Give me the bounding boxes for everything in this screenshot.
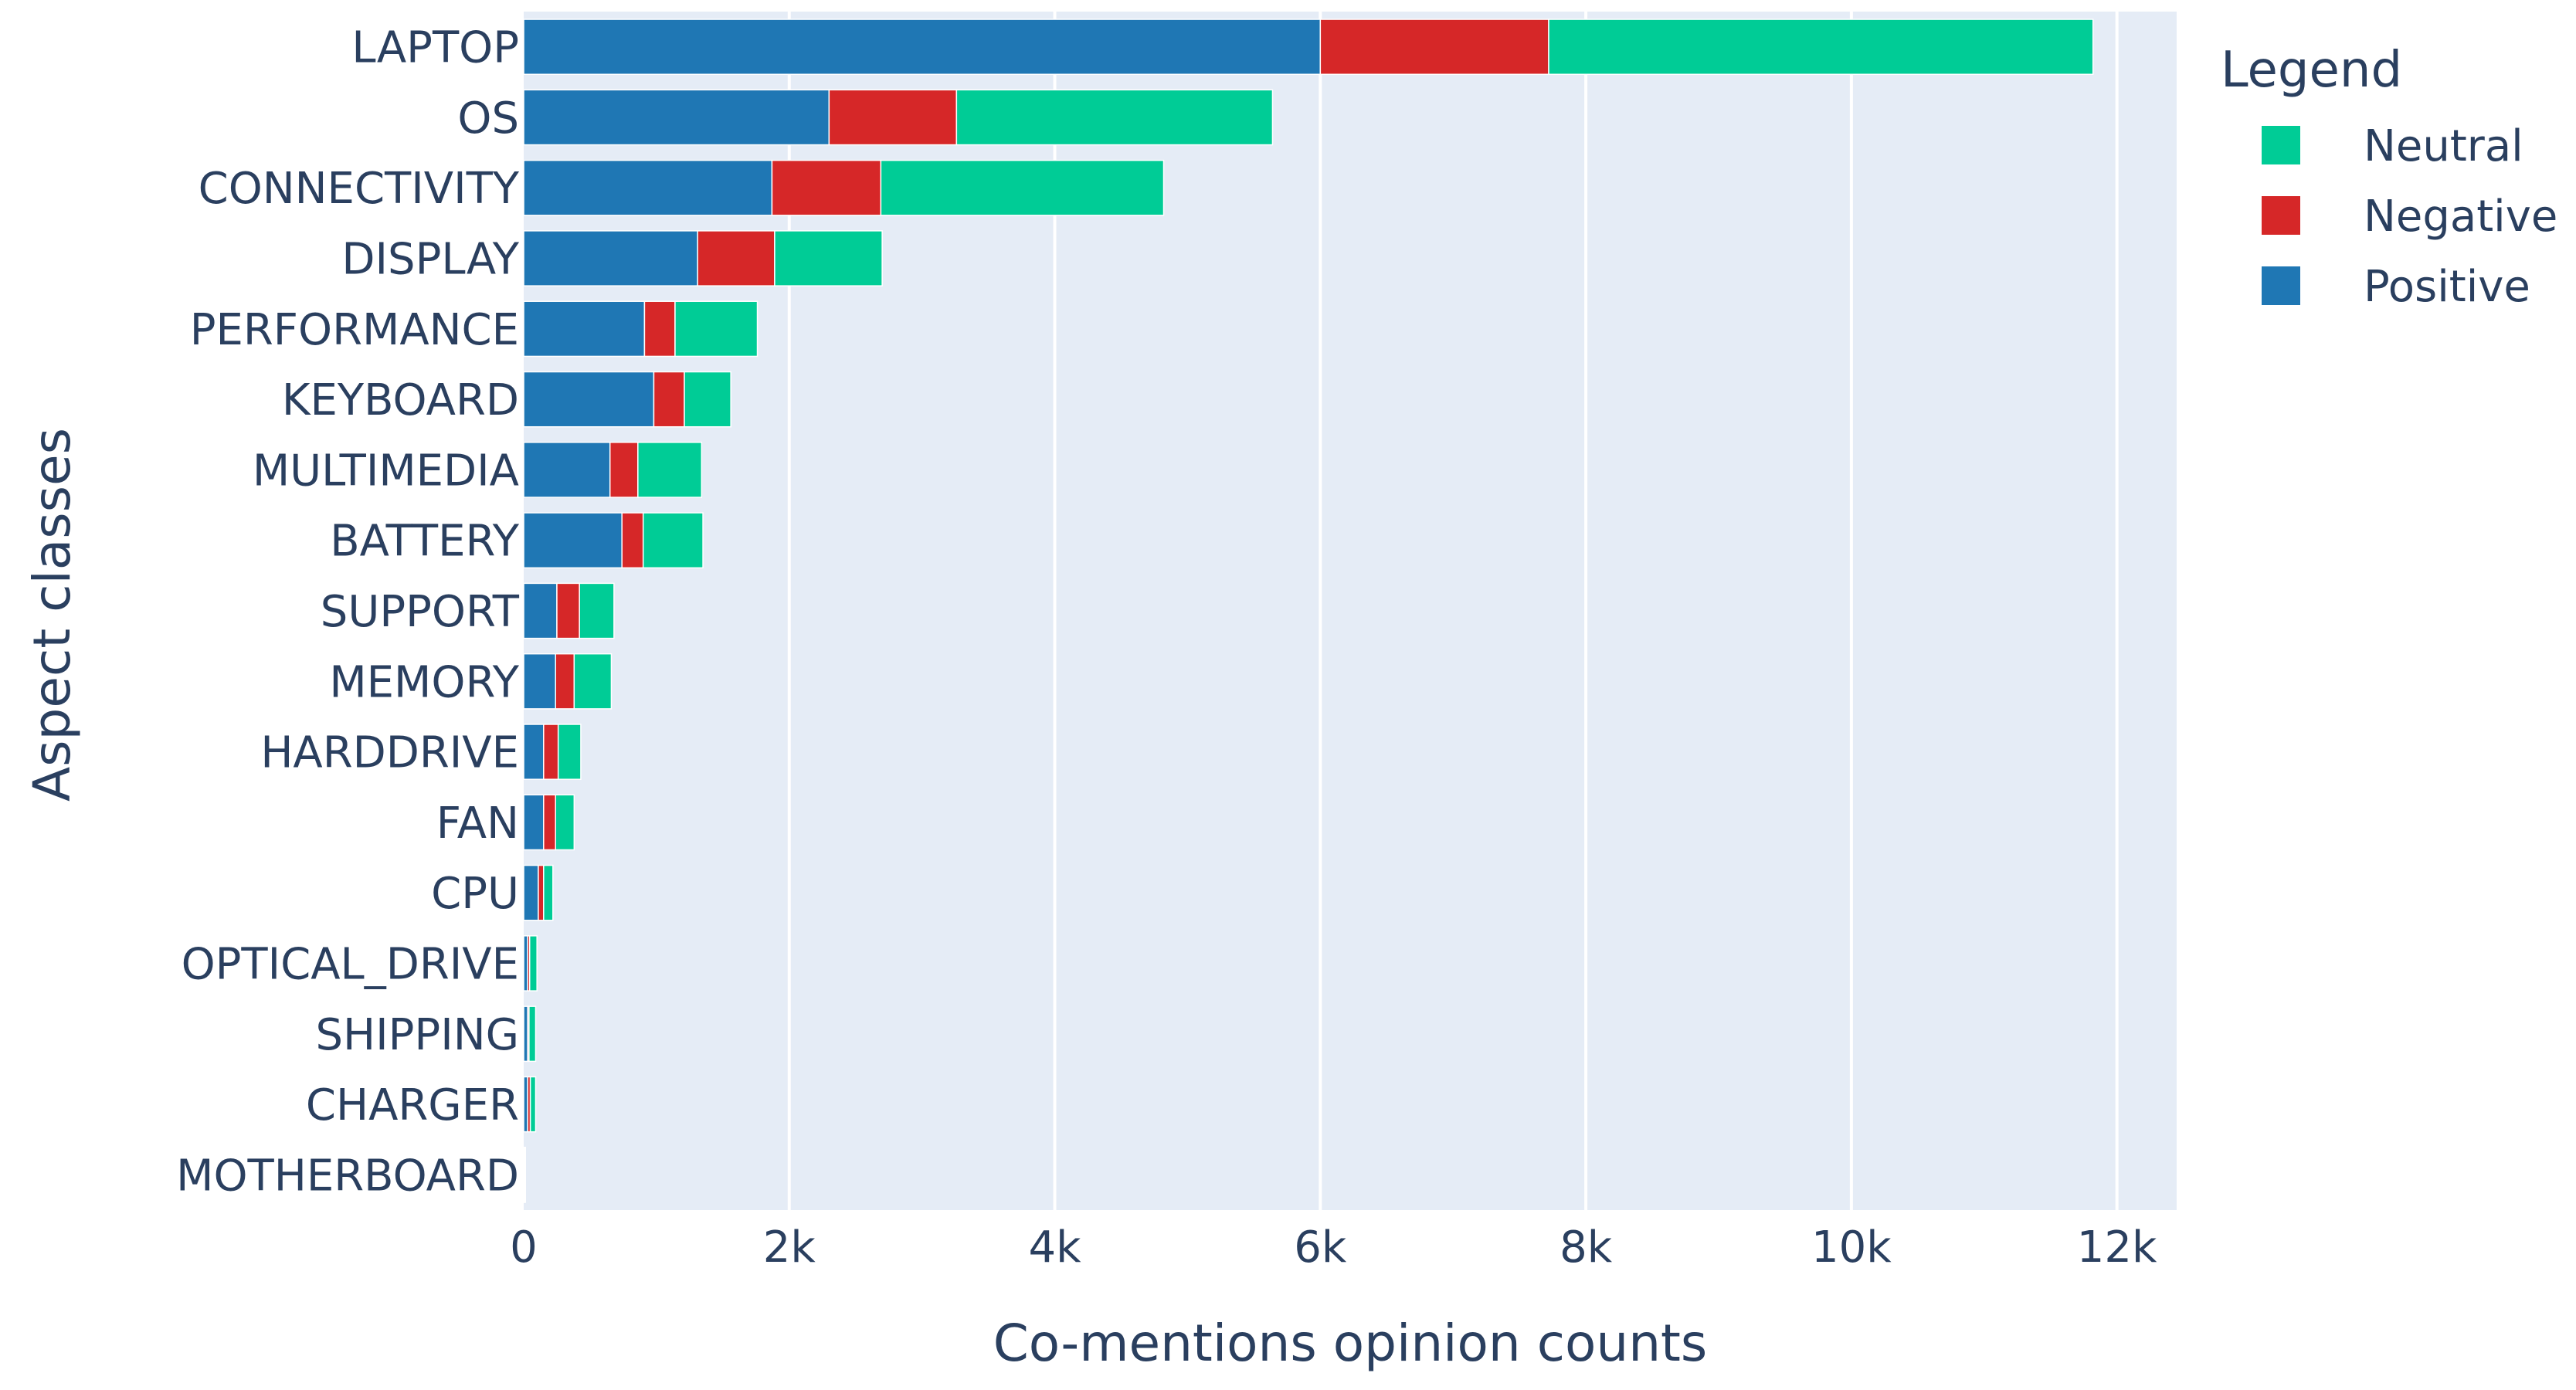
legend-label-positive: Positive xyxy=(2364,262,2530,312)
bar-positive-shipping xyxy=(523,1005,528,1063)
bar-positive-connectivity xyxy=(523,159,773,216)
bar-negative-connectivity xyxy=(771,159,882,216)
bar-negative-display xyxy=(697,230,776,286)
legend-swatch-positive xyxy=(2262,266,2300,305)
bar-neutral-support xyxy=(579,582,615,639)
bar-negative-performance xyxy=(643,300,676,358)
bar-neutral-cpu xyxy=(543,864,554,921)
bar-negative-battery xyxy=(621,512,644,569)
bar-neutral-harddrive xyxy=(557,724,582,780)
x-tick-labels: 0 2k 4k 6k 8k 10k 12k xyxy=(510,1222,2157,1273)
bar-neutral-motherboard xyxy=(524,1146,526,1203)
y-tick-label: PERFORMANCE xyxy=(190,305,519,355)
legend-label-neutral: Neutral xyxy=(2364,121,2523,171)
bar-neutral-memory xyxy=(573,653,613,710)
y-axis-title: Aspect classes xyxy=(22,428,82,802)
y-tick-labels: LAPTOP OS CONNECTIVITY DISPLAY PERFORMANCE KE… xyxy=(176,23,520,1202)
x-tick-label: 8k xyxy=(1560,1222,1613,1273)
bar-positive-fan xyxy=(523,794,545,851)
bar-positive-optical_drive xyxy=(523,935,528,992)
y-tick-label: DISPLAY xyxy=(341,235,519,285)
bar-negative-memory xyxy=(555,653,575,710)
x-tick-label: 12k xyxy=(2077,1222,2157,1273)
bar-negative-laptop xyxy=(1319,19,1549,76)
bar-neutral-multimedia xyxy=(637,442,703,498)
y-tick-label: MULTIMEDIA xyxy=(253,446,519,496)
bar-positive-performance xyxy=(523,300,646,358)
legend-swatch-neutral xyxy=(2262,126,2300,164)
y-tick-label: HARDDRIVE xyxy=(260,728,519,778)
bar-neutral-battery xyxy=(642,512,704,569)
x-tick-label: 6k xyxy=(1294,1222,1347,1273)
y-tick-label: MOTHERBOARD xyxy=(176,1151,519,1201)
y-tick-label: SUPPORT xyxy=(321,587,520,637)
bar-negative-harddrive xyxy=(543,724,559,780)
bar-neutral-display xyxy=(774,230,883,286)
bar-negative-fan xyxy=(543,794,557,851)
x-axis-title: Co-mentions opinion counts xyxy=(993,1314,1708,1373)
legend-title: Legend xyxy=(2221,42,2402,99)
bar-neutral-fan xyxy=(555,794,575,851)
bar-neutral-laptop xyxy=(1548,19,2094,76)
x-tick-label: 2k xyxy=(763,1222,816,1273)
y-tick-label: FAN xyxy=(436,798,519,849)
bar-positive-laptop xyxy=(523,19,1322,76)
y-tick-label: KEYBOARD xyxy=(282,375,519,425)
bar-neutral-connectivity xyxy=(880,159,1165,216)
bar-negative-keyboard xyxy=(653,371,685,428)
bar-positive-support xyxy=(523,582,558,639)
y-tick-label: BATTERY xyxy=(330,517,520,567)
bars xyxy=(523,19,2094,1203)
bar-neutral-keyboard xyxy=(684,371,731,428)
bar-positive-keyboard xyxy=(523,371,655,428)
x-tick-label: 4k xyxy=(1029,1222,1082,1273)
legend-label-negative: Negative xyxy=(2364,192,2557,242)
y-tick-label: CPU xyxy=(431,869,519,919)
x-tick-label: 10k xyxy=(1811,1222,1892,1273)
bar-positive-os xyxy=(523,89,830,146)
bar-neutral-os xyxy=(955,89,1274,146)
y-tick-label: SHIPPING xyxy=(315,1010,519,1060)
bar-neutral-optical_drive xyxy=(528,935,538,992)
x-tick-label: 0 xyxy=(510,1222,538,1273)
bar-positive-display xyxy=(523,230,698,286)
y-tick-label: OPTICAL_DRIVE xyxy=(182,939,519,989)
bar-neutral-charger xyxy=(529,1076,537,1133)
bar-positive-harddrive xyxy=(523,724,545,780)
bar-negative-cpu xyxy=(538,864,545,921)
bar-negative-support xyxy=(556,582,580,639)
bar-negative-os xyxy=(828,89,958,146)
bar-positive-battery xyxy=(523,512,623,569)
legend: Legend Neutral Negative Positive xyxy=(2221,42,2557,312)
bar-positive-memory xyxy=(523,653,557,710)
bar-positive-cpu xyxy=(523,864,539,921)
y-tick-label: OS xyxy=(457,93,519,144)
bar-positive-charger xyxy=(523,1076,528,1133)
y-tick-label: LAPTOP xyxy=(351,23,519,73)
bar-neutral-performance xyxy=(674,300,759,358)
bar-negative-multimedia xyxy=(609,442,639,498)
legend-swatch-negative xyxy=(2262,196,2300,235)
y-tick-label: CONNECTIVITY xyxy=(199,164,520,214)
bar-neutral-shipping xyxy=(528,1005,537,1063)
y-tick-label: MEMORY xyxy=(329,657,519,707)
y-tick-label: CHARGER xyxy=(306,1080,519,1131)
bar-positive-multimedia xyxy=(523,442,611,498)
